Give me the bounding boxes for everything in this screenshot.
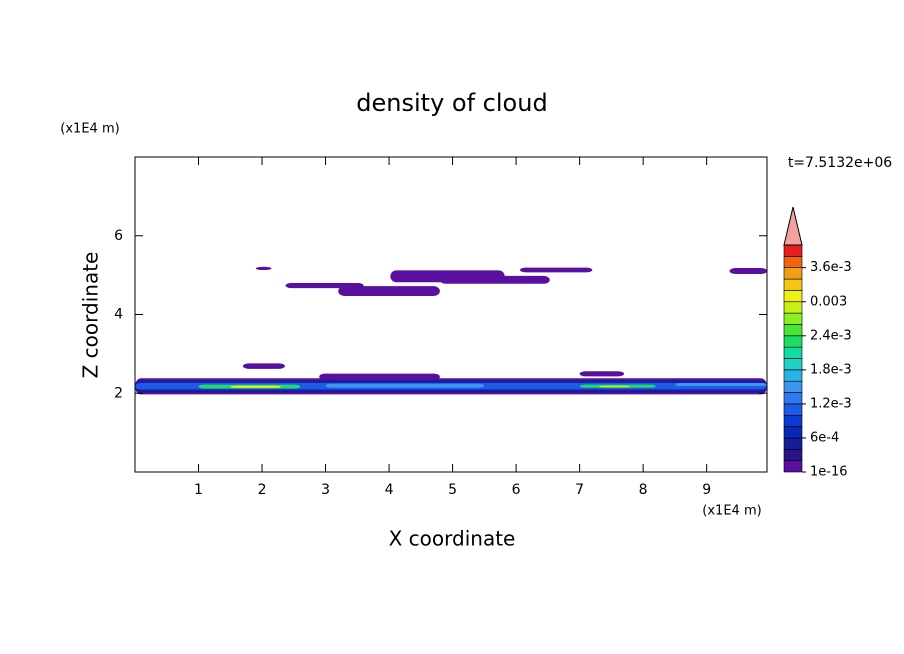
colorbar-swatch — [783, 448, 803, 461]
x-tick-label: 5 — [448, 482, 457, 498]
x-tick-label: 6 — [512, 482, 521, 498]
colorbar-swatch — [783, 380, 803, 393]
colorbar-extend — [783, 206, 803, 246]
colorbar-swatch — [783, 278, 803, 291]
x-unit: (x1E4 m) — [702, 504, 761, 519]
colorbar-tick-label: 1.2e-3 — [810, 396, 852, 411]
x-axis-label: X coordinate — [389, 527, 516, 551]
contour-region — [319, 373, 440, 380]
x-tick-label: 8 — [639, 482, 648, 498]
colorbar-swatch — [783, 301, 803, 314]
colorbar-swatch — [783, 324, 803, 337]
colorbar-tick-label: 1.8e-3 — [810, 362, 852, 377]
contour-region — [729, 268, 767, 274]
colorbar-swatch — [783, 460, 803, 473]
x-tick-label: 1 — [194, 482, 203, 498]
y-unit: (x1E4 m) — [60, 122, 119, 137]
plot-frame — [134, 156, 768, 473]
colorbar-swatch — [783, 244, 803, 257]
colorbar-swatch — [783, 312, 803, 325]
colorbar-swatch — [783, 256, 803, 269]
colorbar-tick-label: 6e-4 — [810, 430, 839, 445]
contour-region — [439, 275, 550, 284]
colorbar-tick-label: 3.6e-3 — [810, 260, 852, 275]
x-tick-label: 2 — [258, 482, 267, 498]
contour-region — [242, 363, 285, 369]
y-axis-label: Z coordinate — [79, 252, 103, 379]
contour-region — [230, 385, 282, 388]
contour-region — [598, 385, 631, 388]
x-tick-label: 3 — [321, 482, 330, 498]
contour-region — [519, 267, 593, 273]
annotation: t=7.5132e+06 — [788, 155, 892, 171]
x-tick-label: 7 — [575, 482, 584, 498]
contour-region — [255, 266, 272, 271]
colorbar-swatch — [783, 267, 803, 280]
colorbar-tick-label: 1e-16 — [810, 465, 848, 480]
y-tick-label: 2 — [114, 385, 123, 401]
colorbar-swatch — [783, 369, 803, 382]
contour-region — [338, 286, 440, 296]
x-tick-label: 4 — [385, 482, 394, 498]
chart-title: density of cloud — [356, 89, 547, 117]
colorbar-swatch — [783, 437, 803, 450]
colorbar-swatch — [783, 290, 803, 303]
colorbar-swatch — [783, 358, 803, 371]
contour-region — [325, 383, 485, 388]
contour-region — [579, 371, 625, 377]
x-tick-label: 9 — [702, 482, 711, 498]
colorbar-swatch — [783, 403, 803, 416]
colorbar-tick-label: 2.4e-3 — [810, 328, 852, 343]
y-tick-label: 6 — [114, 228, 123, 244]
colorbar-swatch — [783, 392, 803, 405]
colorbar-swatch — [783, 426, 803, 439]
colorbar-swatch — [783, 335, 803, 348]
colorbar-swatch — [783, 346, 803, 359]
contour-region — [674, 383, 767, 387]
colorbar-swatch — [783, 414, 803, 427]
colorbar-tick-label: 0.003 — [810, 294, 847, 309]
y-tick-label: 4 — [114, 307, 123, 323]
